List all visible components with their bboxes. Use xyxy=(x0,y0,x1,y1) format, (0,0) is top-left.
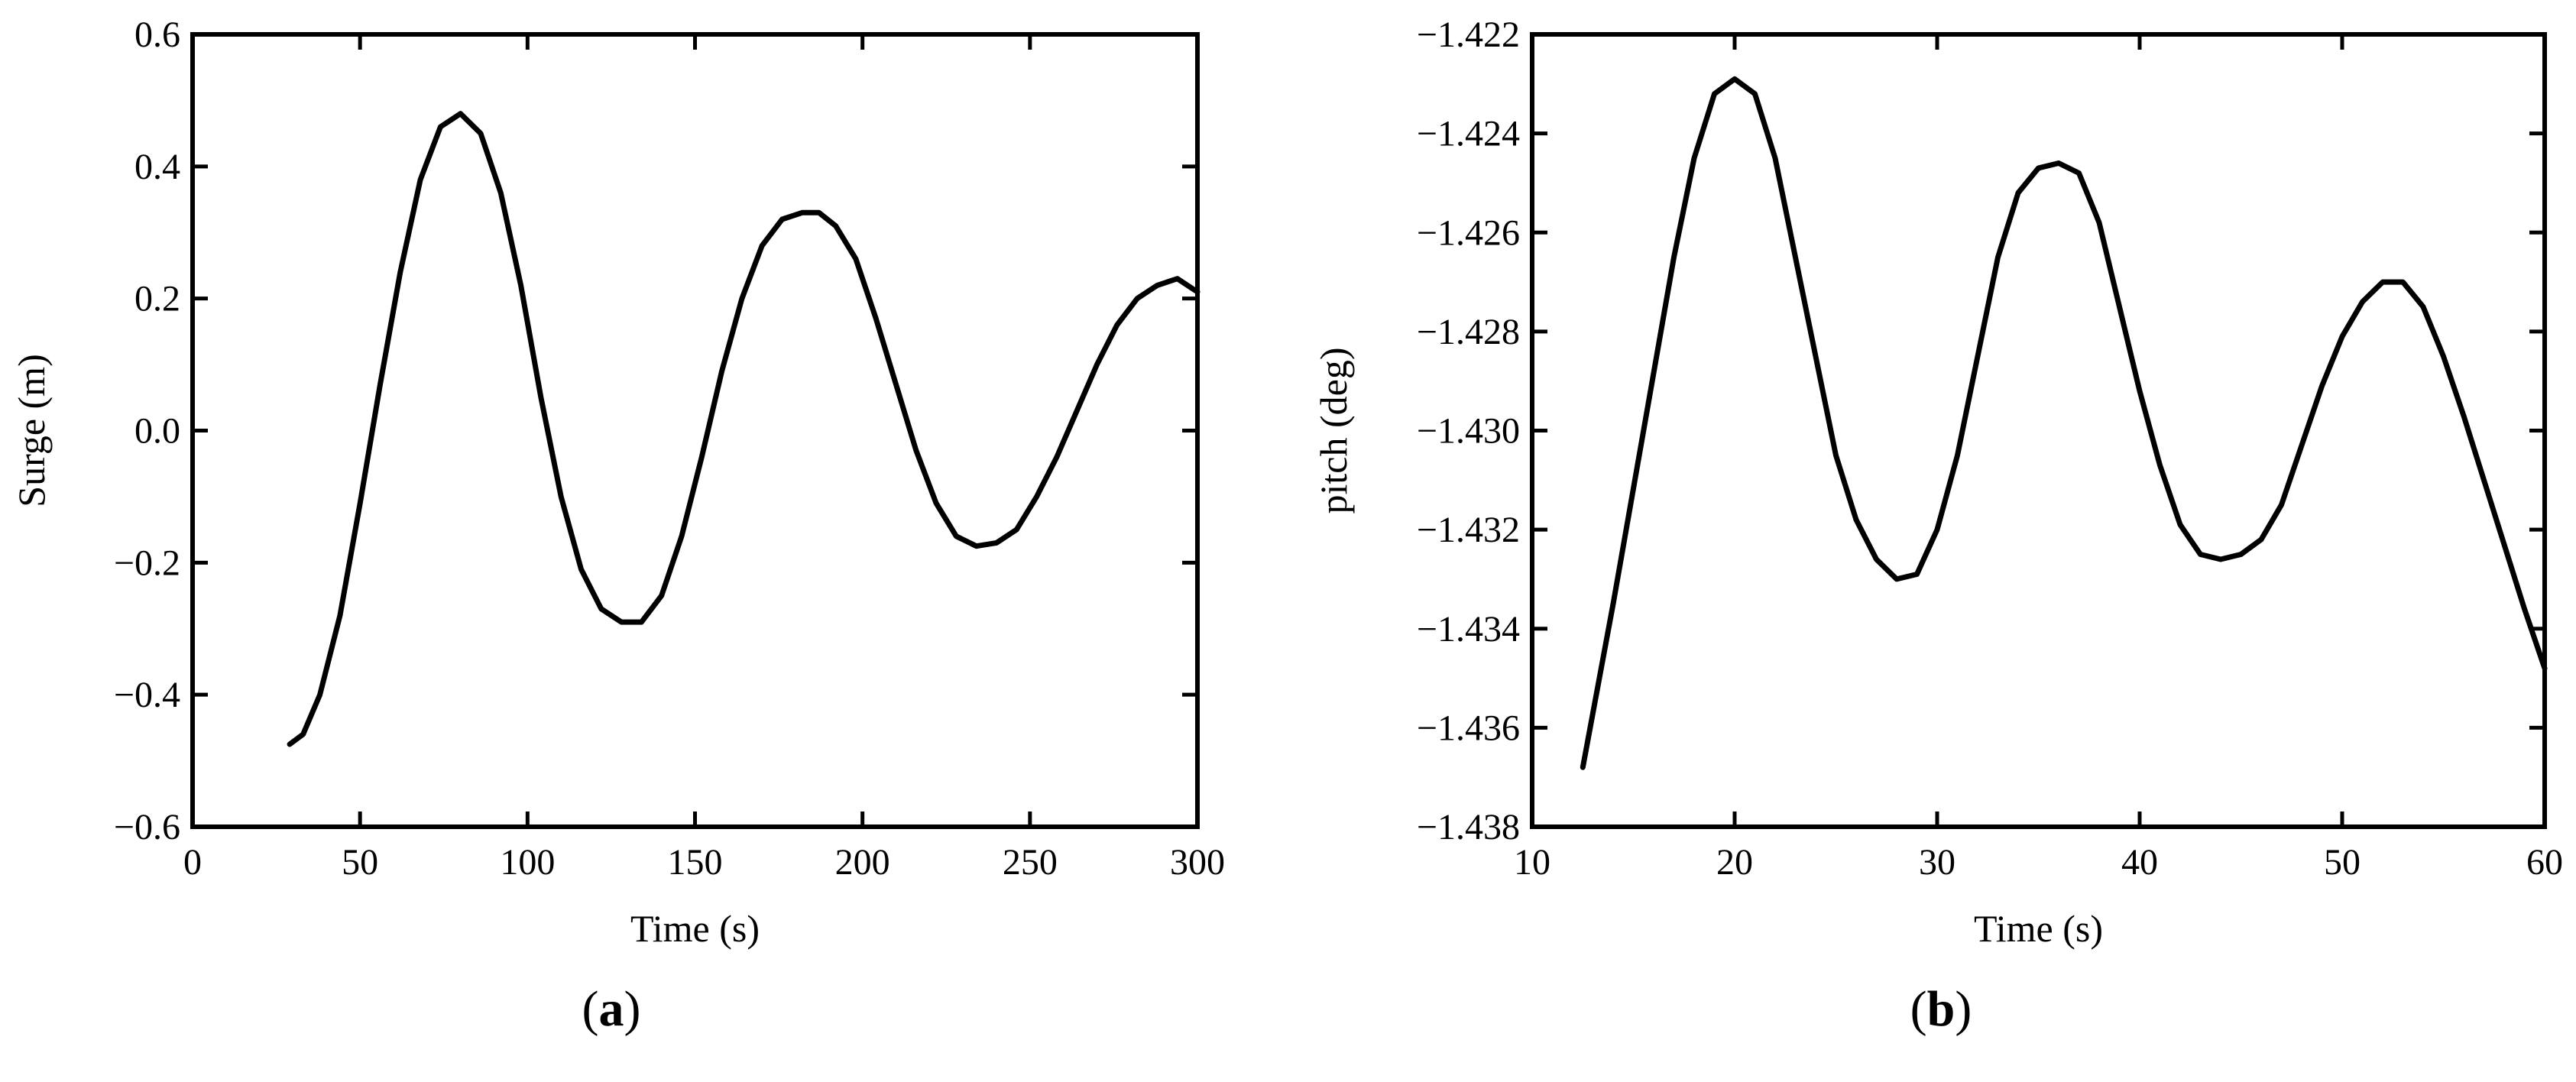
panel-a-x-tick-label: 50 xyxy=(342,842,378,883)
panel-b-caption: (b) xyxy=(1910,981,1972,1037)
panel-b-y-tick-label: −1.422 xyxy=(1417,15,1520,55)
panel-a-y-tick-label: 0.0 xyxy=(134,411,180,452)
panel-a-caption: (a) xyxy=(582,981,641,1037)
panel-a-x-axis-label: Time (s) xyxy=(630,907,760,950)
panel-a-y-tick-label: 0.6 xyxy=(134,15,180,55)
panel-b-x-tick-label: 40 xyxy=(2121,842,2158,883)
panel-b-y-tick-label: −1.428 xyxy=(1417,312,1520,352)
panel-a-y-tick-label: −0.4 xyxy=(114,675,180,715)
panel-a-x-tick-label: 100 xyxy=(500,842,555,883)
panel-b-x-tick-label: 20 xyxy=(1716,842,1753,883)
panel-b-x-tick-label: 30 xyxy=(1919,842,1955,883)
panel-a-chart: 0 50 100 150 200 250 300 −0.6 −0.4 −0.2 0.0 0.2 0.4 0… xyxy=(10,15,1225,950)
panel-a-y-tick-label: 0.4 xyxy=(134,147,180,187)
panel-a-y-tick-label: 0.2 xyxy=(134,279,180,319)
panel-b-y-tick-label: −1.434 xyxy=(1417,609,1520,650)
panel-b-y-tick-label: −1.432 xyxy=(1417,510,1520,550)
panel-a-y-axis-label: Surge (m) xyxy=(10,354,53,507)
panel-b-x-axis-label: Time (s) xyxy=(1974,907,2103,950)
panel-b-x-tick-label: 10 xyxy=(1514,842,1550,883)
panel-b-chart: 10 20 30 40 50 60 −1.438 −1.436 −1.434 −1.432 −1.4… xyxy=(1312,15,2563,950)
panel-a-x-tick-label: 0 xyxy=(183,842,202,883)
panel-b-y-tick-label: −1.436 xyxy=(1417,708,1520,748)
panel-a-y-tick-label: −0.6 xyxy=(114,807,180,847)
panel-b-x-tick-label: 60 xyxy=(2526,842,2563,883)
panel-b-y-tick-label: −1.438 xyxy=(1417,807,1520,847)
panel-a-x-tick-label: 300 xyxy=(1170,842,1225,883)
panel-b-series-line xyxy=(1580,76,2548,770)
panel-a-plot-frame xyxy=(190,32,1200,829)
panel-b-y-tick-label: −1.424 xyxy=(1417,114,1520,154)
panel-b-y-tick-label: −1.430 xyxy=(1417,411,1520,452)
panel-b-x-tick-label: 50 xyxy=(2324,842,2361,883)
panel-a-y-tick-label: −0.2 xyxy=(114,543,180,583)
panel-a-x-tick-label: 150 xyxy=(668,842,723,883)
panel-a-x-tick-label: 250 xyxy=(1003,842,1058,883)
panel-b-y-axis-label: pitch (deg) xyxy=(1312,348,1355,514)
panel-a-x-tick-label: 200 xyxy=(835,842,890,883)
panel-b-y-tick-label: −1.426 xyxy=(1417,212,1520,253)
panel-a-series-line xyxy=(287,111,1201,747)
panel-b-plot-frame xyxy=(1530,32,2547,829)
